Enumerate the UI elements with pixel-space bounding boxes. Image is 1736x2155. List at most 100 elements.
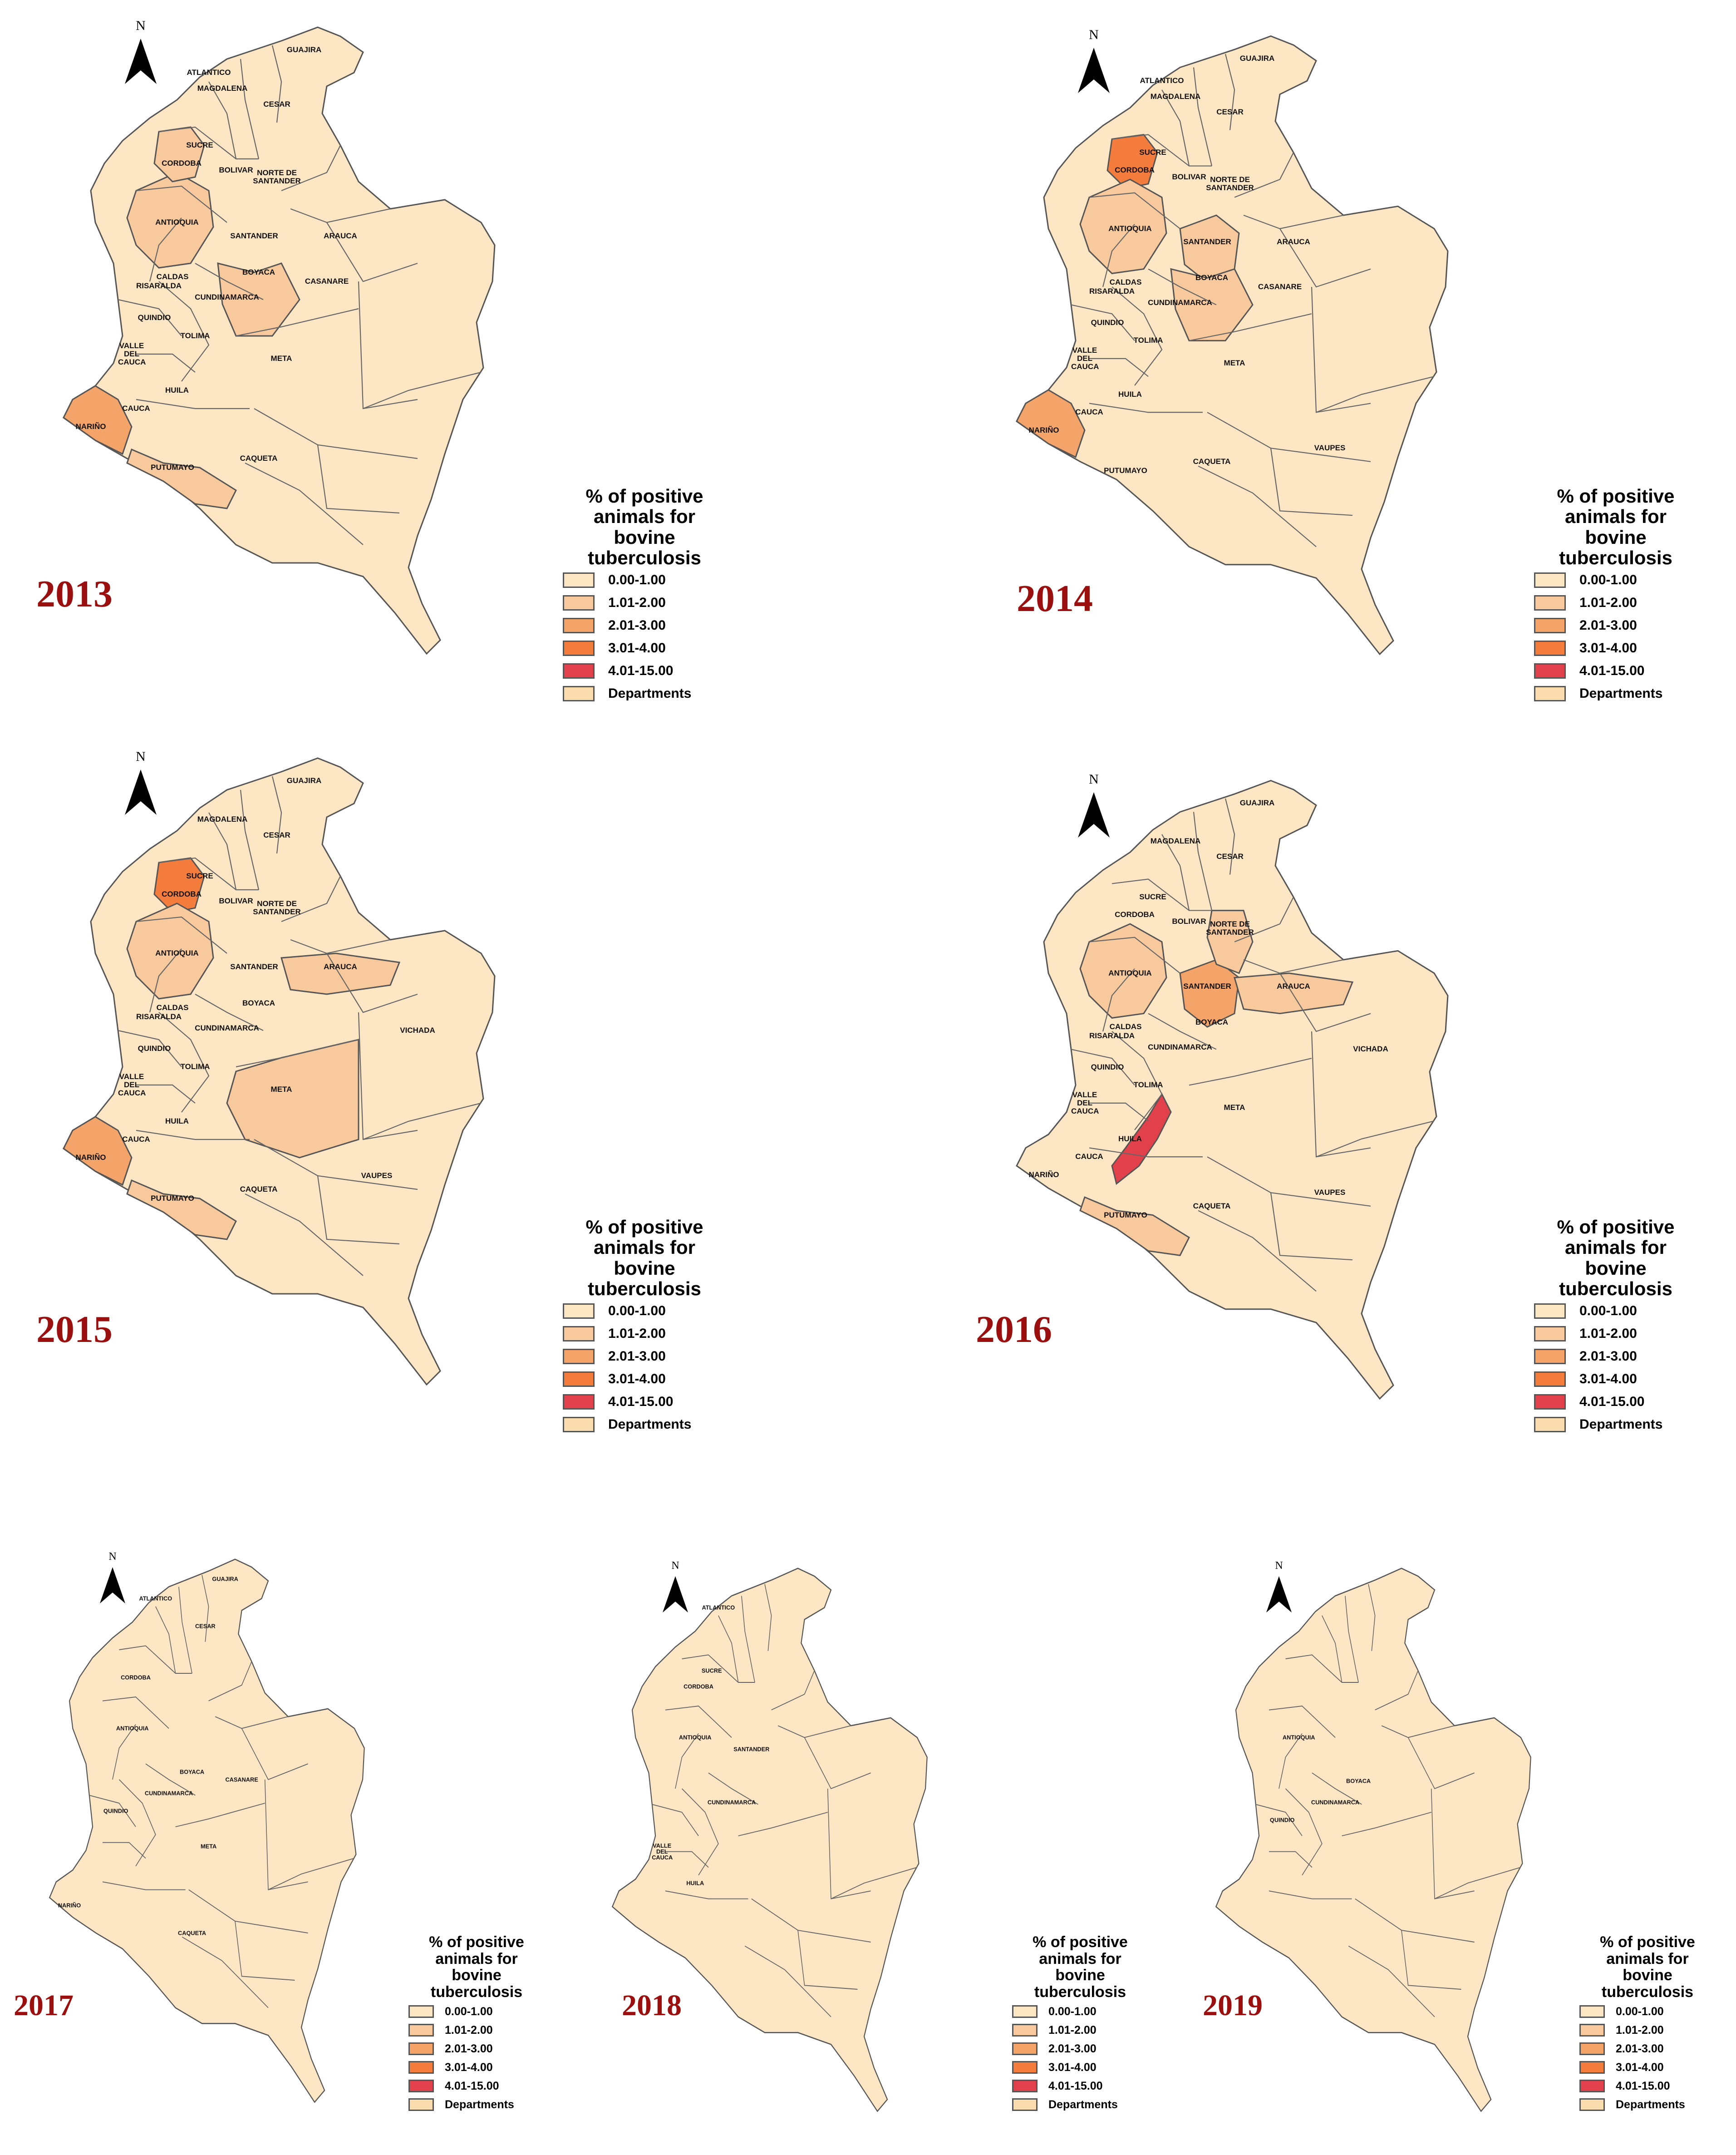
legend-label: 3.01-4.00 [1048,2061,1097,2074]
legend-item: Departments [1534,686,1697,702]
department-border [236,1039,359,1068]
legend-item: Departments [1534,1417,1697,1433]
department-label: PUTUMAYO [1104,1210,1147,1219]
legend-title: % of positive animals for bovine tuberculos… [1012,1934,1148,2001]
legend-swatch [1534,572,1566,588]
department-label: SUCRE [186,141,213,150]
legend-label: 2.01-3.00 [608,618,666,633]
department-border [118,1779,156,1867]
colombia-map-2016 [1016,779,1449,1400]
legend-label: 1.01-2.00 [608,595,666,611]
legend-title-line: tuberculosis [1601,1983,1694,2001]
department-border [182,1936,269,2008]
department-border [235,1921,295,1981]
department-label: ANTIOQUIA [116,1725,149,1732]
department-label: VALLE DEL CAUCA [1071,346,1099,371]
legend-swatch [408,2061,434,2074]
department-label: CUNDINAMARCA [1311,1799,1360,1806]
department-label: ATLANTICO [187,68,231,77]
legend-swatch [408,2042,434,2056]
department-label: SUCRE [186,872,213,881]
north-arrow-icon: N [1076,27,1112,95]
legend-item: 3.01-4.00 [1534,1371,1697,1387]
legend-title-line: animals for [1606,1950,1689,1968]
department-border [681,1788,719,1876]
department-border [245,1193,364,1276]
legend-label: 4.01-15.00 [1579,1394,1645,1410]
department-label: CUNDINAMARCA [195,1024,259,1033]
department-label: META [270,1085,292,1094]
legend-title: % of positive animals for bovine tuberculos… [1579,1934,1716,2001]
department-label: SANTANDER [1183,237,1231,247]
legend-label: 1.01-2.00 [1616,2023,1664,2037]
department-label: ANTIOQUIA [1108,968,1152,977]
department-border [1316,1120,1435,1158]
department-border [158,281,210,382]
legend-label: 4.01-15.00 [608,1394,674,1410]
department-border [1089,937,1180,974]
department-label: BOYACA [242,999,275,1008]
department-label: META [201,1843,217,1850]
department-label: QUINDIO [138,313,171,322]
department-border [675,1733,699,1789]
department-label: GUAJIRA [286,45,322,54]
legend-label: 1.01-2.00 [1048,2023,1097,2037]
legend-swatch [1534,1417,1566,1433]
year-label: 2013 [36,573,113,615]
department-label: QUINDIO [103,1807,128,1815]
legend-swatch [1534,1349,1566,1365]
department-label: CUNDINAMARCA [1148,298,1212,307]
legend-swatch [563,618,595,634]
department-fill-putumayo [126,448,237,509]
department-label: NORTE DE SANTANDER [253,168,301,185]
department-label: PUTUMAYO [1104,466,1147,475]
legend-swatch [408,2005,434,2018]
legend-label: Departments [1579,1417,1663,1432]
department-fill-huila [1111,1093,1172,1185]
legend-item: 0.00-1.00 [1534,572,1697,588]
department-label: CAQUETA [178,1929,207,1937]
department-label: TOLIMA [1133,1080,1163,1090]
department-label: ATLANTICO [139,1595,172,1602]
legend-swatch [1579,2080,1605,2093]
department-label: NARIÑO [75,422,106,431]
department-border [1269,1706,1336,1738]
legend-label: 1.01-2.00 [1579,1326,1637,1341]
department-label: SUCRE [701,1667,722,1674]
department-label: HUILA [165,1117,189,1126]
department-label: META [1224,1103,1245,1112]
department-border [1111,286,1163,386]
department-label: HUILA [1118,390,1142,399]
legend-item: 4.01-15.00 [1534,663,1697,679]
department-label: SANTANDER [230,962,278,971]
legend: % of positive animals for bovine tuberculos… [563,486,726,709]
department-fill-cordoba [1107,133,1158,189]
year-label: 2014 [1017,577,1093,620]
department-border [1198,465,1317,547]
department-border [145,1763,196,1796]
department-border [119,1645,192,1674]
department-label: CORDOBA [1115,166,1155,175]
department-border [804,1737,871,1790]
department-border [1089,403,1203,413]
department-fill-cordoba [153,126,205,182]
department-label: TOLIMA [180,1062,210,1071]
legend-title: % of positive animals for bovine tuberculos… [1534,1217,1697,1299]
legend-item: Departments [563,686,726,702]
year-label: 2016 [976,1308,1052,1351]
legend-item: 2.01-3.00 [1534,618,1697,634]
department-label: CAQUETA [1193,1201,1231,1210]
country-outline [1016,35,1449,656]
department-border [1234,897,1294,942]
legend-swatch [563,1326,595,1342]
department-label: QUINDIO [138,1044,171,1053]
legend-swatch [1012,2080,1038,2093]
legend: % of positive animals for bovine tuberculos… [1012,1934,1148,2117]
department-border [1089,1147,1203,1158]
legend-title-line: animals for [593,506,696,528]
legend-item: 2.01-3.00 [563,1349,726,1365]
department-border [1255,1804,1303,1836]
legend-title-line: tuberculosis [588,547,701,569]
department-label: CASANARE [1258,282,1302,291]
department-border [1316,376,1435,413]
